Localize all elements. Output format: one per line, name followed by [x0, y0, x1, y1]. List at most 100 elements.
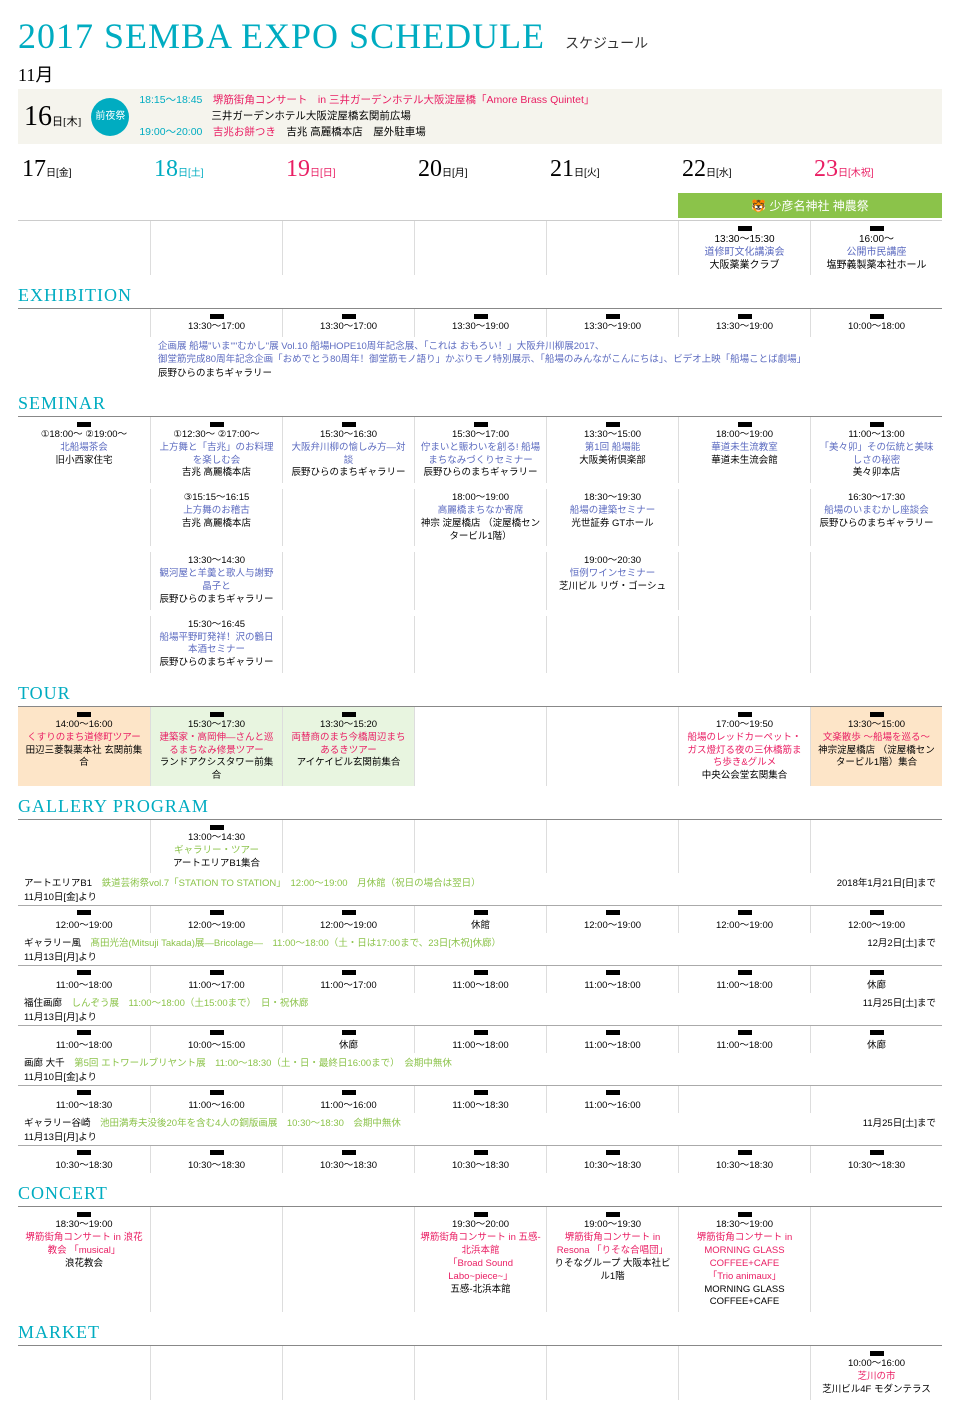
day16-content: 18:15～18:45 堺筋街角コンサート in 三井ガーデンホテル大阪淀屋橋「… [139, 93, 594, 140]
main-title: 2017 SEMBA EXPO SCHEDULE [18, 15, 545, 57]
sem-r2-c4: 18:30～19:30船場の建築セミナー光世証券 GTホール [546, 489, 678, 546]
sem-r4-c3 [414, 616, 546, 673]
day-head-19: 19日[日] [282, 154, 414, 185]
gal-4-t1: 10:30～18:30 [150, 1146, 282, 1173]
month-label: 11月 [18, 61, 942, 87]
day16-num: 16 [24, 101, 52, 132]
gal-2-t0: 11:00～18:00 [18, 1026, 150, 1053]
sem-r4-c5 [678, 616, 810, 673]
gal-1-t0: 11:00～18:00 [18, 966, 150, 993]
concert-c0: 18:30～19:00堺筋街角コンサート in 浪花教会 「musical」浪花… [18, 1207, 150, 1312]
market-row: 10:00～16:00芝川の市芝川ビル4F モダンテラス [18, 1346, 942, 1399]
day-head-21: 21日[火] [546, 154, 678, 185]
gal-head-3: 画廊 大千 第5回 エトワールブリヤント展 11:00～18:30（土・日・最終… [18, 1053, 942, 1085]
gal-3-t0: 11:00～18:30 [18, 1086, 150, 1113]
day-head-17: 17日[金] [18, 154, 150, 185]
gal-2-t3: 11:00～18:00 [414, 1026, 546, 1053]
gal-head-1: ギャラリー風 髙田光治(Mitsuji Takada)展―Bricolage― … [18, 933, 942, 965]
sem-r2-c6: 16:30～17:30船場のいまむかし座談会辰野ひらのまちギャラリー [810, 489, 942, 546]
day16-row: 16日[木] 前夜祭 18:15～18:45 堺筋街角コンサート in 三井ガー… [18, 89, 942, 144]
sec-market: MARKET [18, 1322, 942, 1343]
gal-2-t4: 11:00～18:00 [546, 1026, 678, 1053]
gal-times-1: 11:00～18:0011:00～17:0011:00～17:0011:00～1… [18, 965, 942, 993]
gt18t: 13:00～14:30 [188, 832, 245, 843]
gal-3-t6 [810, 1086, 942, 1113]
gal-0-t5: 12:00～19:00 [678, 906, 810, 933]
gal-times-4: 10:30～18:3010:30～18:3010:30～18:3010:30～1… [18, 1145, 942, 1173]
sem-r2-c1: ③15:15～16:15上方舞のお稽古吉兆 高麗橋本店 [150, 489, 282, 546]
d16-l1-time: 18:15～18:45 [139, 94, 202, 106]
sem-r3-c5 [678, 552, 810, 609]
exh-time-6: 10:00～18:00 [810, 309, 942, 337]
s22ti: 道修町文化講演会 [705, 247, 785, 258]
sem-r3-c1: 13:30～14:30観河屋と羊羹と歌人与謝野晶子と辰野ひらのまちギャラリー [150, 552, 282, 609]
subtitle-jp: スケジュール [565, 33, 648, 53]
gal-times-0: 12:00～19:0012:00～19:0012:00～19:00休館12:00… [18, 905, 942, 933]
sem-r4: 15:30～16:45船場平野町発祥！沢の鶴日本酒セミナー辰野ひらのまちギャラリ… [18, 616, 942, 673]
sem-r4-c2 [282, 616, 414, 673]
sem-r3-c4: 19:00～20:30恒例ワインセミナー芝川ビル リヴ・ゴーシュ [546, 552, 678, 609]
gal-head-2: 福住画廊 しんぞう展 11:00～18:00（土15:00まで） 日・祝休廊11… [18, 993, 942, 1025]
gt18l: アートエリアB1集合 [173, 858, 260, 869]
concert-c5: 18:30～19:00堺筋街角コンサート in MORNING GLASS CO… [678, 1207, 810, 1312]
gal-0-t3: 休館 [414, 906, 546, 933]
sec-gallery: GALLERY PROGRAM [18, 796, 942, 817]
mkt-l: 芝川ビル4F モダンテラス [822, 1384, 931, 1395]
s22l: 大阪薬業クラブ [710, 260, 780, 271]
gal-3-t2: 11:00～16:00 [282, 1086, 414, 1113]
gal-1-t3: 11:00～18:00 [414, 966, 546, 993]
sem-r2-c0 [18, 489, 150, 546]
d16-l1-loc: 三井ガーデンホテル大阪淀屋橋玄関前広場 [139, 109, 594, 125]
sem-r4-c1: 15:30～16:45船場平野町発祥！沢の鶴日本酒セミナー辰野ひらのまちギャラリ… [150, 616, 282, 673]
sem-r2-c5 [678, 489, 810, 546]
sem-r1-c6: 11:00～13:00「美々卯」その伝統と美味しさの秘密美々卯本店 [810, 417, 942, 483]
gal-4-t0: 10:30～18:30 [18, 1146, 150, 1173]
shinno-bar: 🐯 少彦名神社 神農祭 [678, 193, 942, 218]
sem-r2-c2 [282, 489, 414, 546]
day-head-18: 18日[土] [150, 154, 282, 185]
gal-head-0: アートエリアB1 鉄道芸術祭vol.7「STATION TO STATION」 … [18, 873, 942, 905]
gal-2-t5: 11:00～18:00 [678, 1026, 810, 1053]
sem-r4-c0 [18, 616, 150, 673]
gal-0-t4: 12:00～19:00 [546, 906, 678, 933]
exh-time-3: 13:30～19:00 [414, 309, 546, 337]
shinno-row: 🐯 少彦名神社 神農祭 [18, 191, 942, 220]
sem-r2: ③15:15～16:15上方舞のお稽古吉兆 高麗橋本店18:00～19:00高麗… [18, 489, 942, 546]
zenyasai-badge: 前夜祭 [91, 98, 129, 136]
concert-c1 [150, 1207, 282, 1312]
day-head-23: 23日[木祝] [810, 154, 942, 185]
gal-1-t4: 11:00～18:00 [546, 966, 678, 993]
sem-r1-c0: ①18:00～ ②19:00～北船場茶会旧小西家住宅 [18, 417, 150, 483]
day-head-20: 20日[月] [414, 154, 546, 185]
sem-r1-c2: 15:30～16:30大阪弁川柳の愉しみ方―対談辰野ひらのまちギャラリー [282, 417, 414, 483]
sem-r3: 13:30～14:30観河屋と羊羹と歌人与謝野晶子と辰野ひらのまちギャラリー 19… [18, 552, 942, 609]
sem-r1-c4: 13:30～15:00第1回 船場能大阪美術倶楽部 [546, 417, 678, 483]
day16-dow: 日[木] [52, 116, 81, 128]
gal-1-t2: 11:00～17:00 [282, 966, 414, 993]
gal-times-3: 11:00～18:3011:00～16:0011:00～16:0011:00～1… [18, 1085, 942, 1113]
sec-concert: CONCERT [18, 1183, 942, 1204]
gal-4-t4: 10:30～18:30 [546, 1146, 678, 1173]
sem-r1-c1: ①12:30～ ②17:00～上方舞と「吉兆」のお料理を楽しむ会吉兆 高麗橋本店 [150, 417, 282, 483]
tour-c6: 13:30～15:00文楽散歩 ～船場を巡る～神宗淀屋橋店 （淀屋橋センタービル… [810, 707, 942, 786]
gallery-rows: アートエリアB1 鉄道芸術祭vol.7「STATION TO STATION」 … [18, 873, 942, 1173]
sem-r1: ①18:00～ ②19:00～北船場茶会旧小西家住宅①12:30～ ②17:00… [18, 417, 942, 483]
sem-r4-c4 [546, 616, 678, 673]
gt18ti: ギャラリー・ツアー [174, 845, 259, 856]
tour-c3 [414, 707, 546, 786]
gal-4-t2: 10:30～18:30 [282, 1146, 414, 1173]
exh-time-5: 13:30～19:00 [678, 309, 810, 337]
exh-desc: 企画展 船場"いま""むかし"展 Vol.10 船場HOPE10周年記念展、「こ… [18, 337, 942, 383]
concert-c2 [282, 1207, 414, 1312]
gal-0-t1: 12:00～19:00 [150, 906, 282, 933]
sem-r3-c0 [18, 552, 150, 609]
s23t: 16:00～ [859, 234, 894, 245]
gal-4-t3: 10:30～18:30 [414, 1146, 546, 1173]
gal-0-t6: 12:00～19:00 [810, 906, 942, 933]
d16-l2-loc: 吉兆 高麗橋本店 屋外駐車場 [286, 126, 425, 138]
sec-tour: TOUR [18, 683, 942, 704]
tour-c4 [546, 707, 678, 786]
s23l: 塩野義製薬本社ホール [827, 260, 927, 271]
day-head-22: 22日[水] [678, 154, 810, 185]
s22t: 13:30～15:30 [714, 234, 774, 245]
